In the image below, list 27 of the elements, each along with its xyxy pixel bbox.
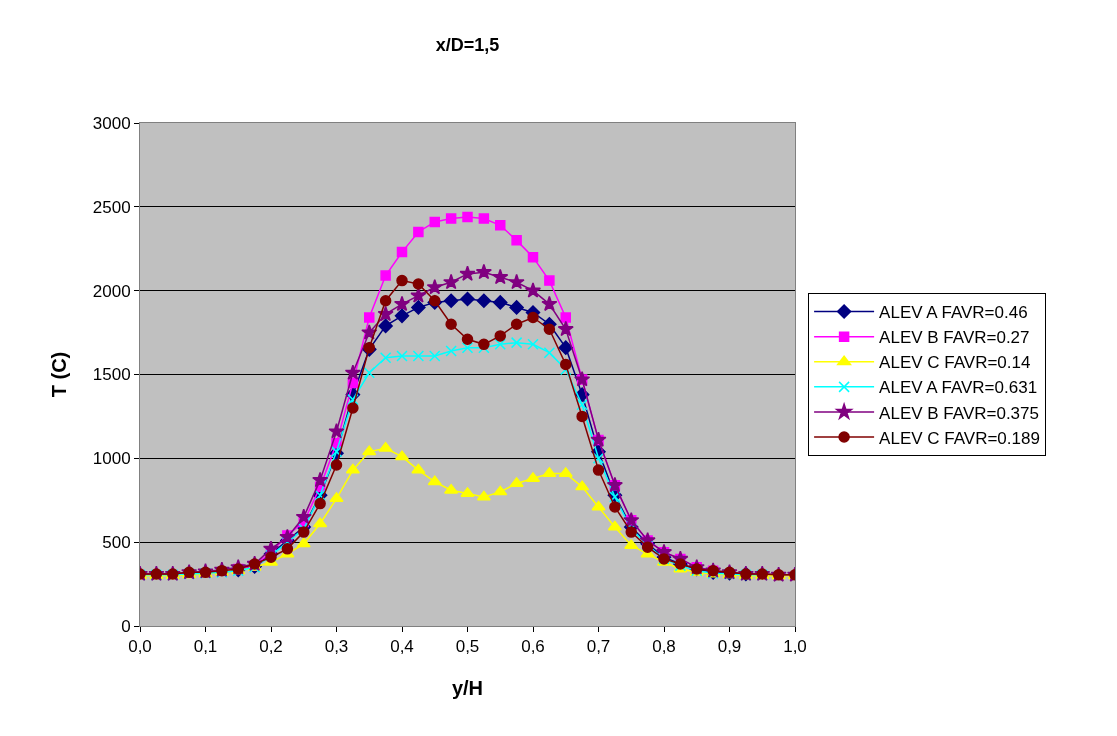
- x-tick-label: 0,3: [324, 637, 349, 657]
- x-tick-label: 0,8: [652, 637, 676, 657]
- legend-label: ALEV B FAVR=0.27: [879, 328, 1030, 348]
- x-tick-label: 0,5: [455, 637, 480, 657]
- x-axis-title: y/H: [451, 676, 484, 699]
- x-tick-label: 0,4: [390, 637, 414, 657]
- y-axis-title: T (C): [48, 351, 71, 398]
- x-tick-label: 1,0: [783, 637, 807, 657]
- y-tick-label: 1000: [92, 449, 131, 469]
- y-tick-label: 2500: [92, 197, 131, 217]
- legend-label: ALEV A FAVR=0.46: [879, 303, 1028, 323]
- legend-label: ALEV C FAVR=0.14: [879, 353, 1031, 373]
- x-tick-label: 0,7: [586, 637, 611, 657]
- y-tick-label: 500: [102, 533, 131, 553]
- y-tick-label: 3000: [92, 113, 131, 133]
- x-tick-label: 0,2: [259, 637, 283, 657]
- legend-label: ALEV A FAVR=0.631: [879, 378, 1038, 398]
- x-tick-label: 0,0: [128, 637, 152, 657]
- legend-label: ALEV C FAVR=0.189: [879, 428, 1040, 448]
- x-tick-label: 0,1: [193, 637, 218, 657]
- y-tick-label: 2000: [92, 281, 131, 301]
- x-tick-label: 0,9: [717, 637, 742, 657]
- y-tick-label: 1500: [92, 365, 131, 385]
- x-tick-label: 0,6: [521, 637, 545, 657]
- y-tick-label: 0: [121, 616, 131, 636]
- legend-label: ALEV B FAVR=0.375: [879, 403, 1039, 423]
- chart-title: x/D=1,5: [435, 35, 500, 56]
